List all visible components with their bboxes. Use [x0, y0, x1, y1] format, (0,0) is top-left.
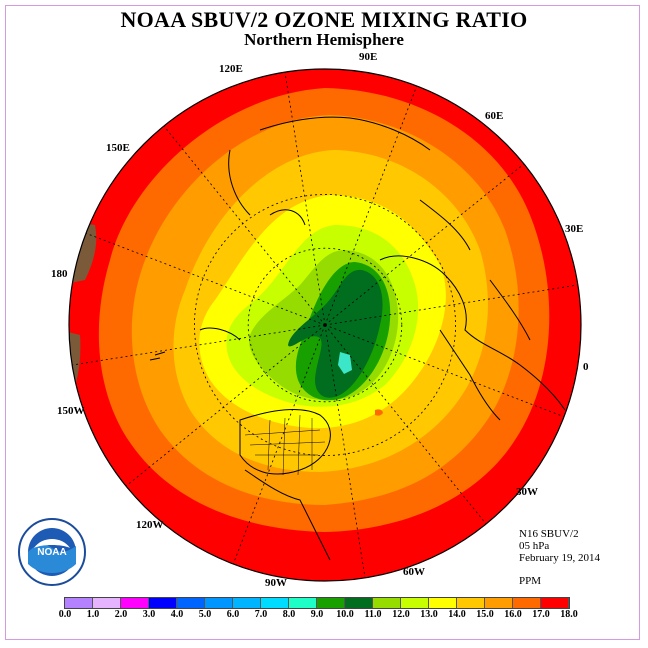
legend-tick-label: 11.0	[364, 609, 382, 620]
ozone-max-cyan	[338, 352, 352, 374]
lon-label-30e: 30E	[565, 223, 584, 235]
legend-tick-label: 16.0	[504, 609, 522, 620]
orange-spot	[375, 409, 383, 416]
page-subtitle: Northern Hemisphere	[244, 30, 404, 49]
legend-tick-label: 4.0	[170, 609, 184, 620]
lat-lon-grid	[72, 72, 578, 578]
lon-label-120w: 120W	[136, 519, 164, 531]
state-borders	[244, 414, 326, 476]
lon-label-90e: 90E	[359, 51, 378, 63]
logo-text: NOAA	[37, 547, 66, 558]
instrument-label: N16 SBUV/2	[519, 528, 579, 540]
legend-tick-label: 10.0	[336, 609, 354, 620]
legend-tick-label: 7.0	[254, 609, 268, 620]
legend-swatch	[401, 598, 429, 608]
legend-tick-label: 3.0	[142, 609, 156, 620]
noaa-logo-icon: NOAA	[18, 518, 86, 586]
legend-swatch	[485, 598, 513, 608]
page-title: NOAA SBUV/2 OZONE MIXING RATIO	[120, 7, 528, 32]
map-boundary	[68, 68, 582, 582]
lon-label-90w: 90W	[265, 577, 287, 589]
lon-label-120e: 120E	[219, 63, 243, 75]
legend-swatch	[233, 598, 261, 608]
lon-label-150w: 150W	[57, 405, 85, 417]
legend-tick-label: 1.0	[86, 609, 100, 620]
coastline-outlines	[149, 116, 566, 561]
legend-swatch	[289, 598, 317, 608]
image-frame	[5, 5, 640, 640]
legend-tick-label: 15.0	[476, 609, 494, 620]
legend-swatch	[261, 598, 289, 608]
legend-swatch	[317, 598, 345, 608]
units-label: PPM	[519, 575, 542, 587]
legend-tick-label: 14.0	[448, 609, 466, 620]
legend-tick-label: 5.0	[198, 609, 212, 620]
legend-tick-label: 2.0	[114, 609, 128, 620]
legend-swatch	[93, 598, 121, 608]
legend-swatch	[429, 598, 457, 608]
legend-swatch	[541, 598, 569, 608]
legend-swatch	[345, 598, 373, 608]
lon-label-180: 180	[51, 268, 68, 280]
latitude-circle	[247, 247, 403, 403]
legend-swatch	[121, 598, 149, 608]
legend-swatch	[513, 598, 541, 608]
legend-swatch	[205, 598, 233, 608]
legend-swatch	[457, 598, 485, 608]
lon-label-0: 0	[583, 361, 589, 373]
legend-tick-label: 18.0	[560, 609, 578, 620]
lon-label-60w: 60W	[403, 566, 425, 578]
legend-tick-label: 17.0	[532, 609, 550, 620]
legend-tick-label: 9.0	[310, 609, 324, 620]
lon-label-60e: 60E	[485, 110, 504, 122]
legend-tick-label: 12.0	[392, 609, 410, 620]
date-label: February 19, 2014	[519, 552, 600, 564]
legend-swatch	[177, 598, 205, 608]
legend-swatch	[65, 598, 93, 608]
pressure-level-label: 05 hPa	[519, 540, 550, 552]
color-legend	[64, 597, 570, 609]
legend-tick-label: 0.0	[58, 609, 72, 620]
legend-tick-label: 8.0	[282, 609, 296, 620]
lon-label-30w: 30W	[516, 486, 538, 498]
legend-swatch	[373, 598, 401, 608]
latitude-circle	[194, 194, 456, 456]
legend-tick-label: 13.0	[420, 609, 438, 620]
lon-label-150e: 150E	[106, 142, 130, 154]
ozone-band-dark-green	[288, 269, 383, 398]
legend-swatch	[149, 598, 177, 608]
legend-tick-label: 6.0	[226, 609, 240, 620]
